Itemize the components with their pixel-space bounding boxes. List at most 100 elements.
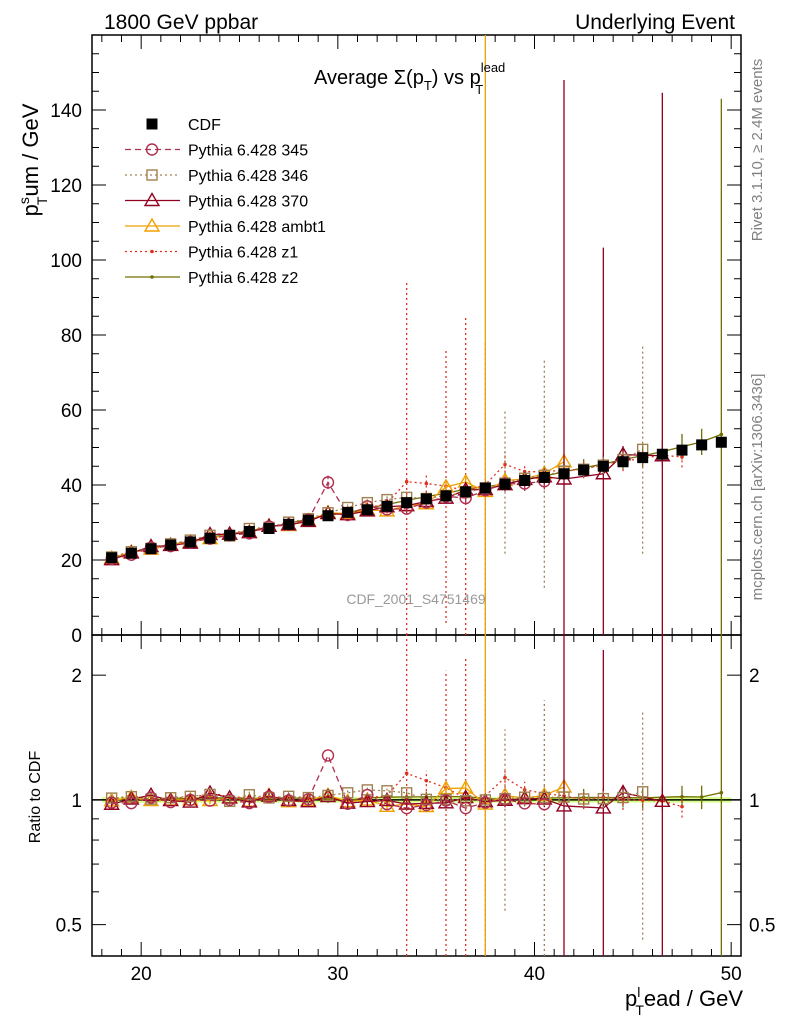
main-series-pythia-6-428-346 [105,344,649,588]
main-data-point [503,462,507,467]
x-axis-label-sub: T [635,1002,644,1018]
main-data-point [558,468,570,480]
ratio-data-point [558,791,570,803]
y-tick-label: 80 [61,326,82,347]
ratio-data-point [479,796,492,809]
main-data-point [424,481,429,486]
ratio-data-point [341,797,354,810]
ratio-data-point [380,797,394,811]
side-label-mcplots: mcplots.cern.ch [arXiv:1306.3436] [749,374,766,601]
main-series-cdf [106,436,727,564]
legend-marker [150,275,154,279]
main-data-point [719,432,724,437]
ratio-data-point [223,793,236,807]
legend-marker [146,118,158,130]
ratio-data-point [282,790,295,803]
main-data-point [204,532,216,544]
legend-marker [146,169,158,181]
legend-entry-pythia-6-428-ambt1: Pythia 6.428 ambt1 [125,217,326,236]
ratio-data-point [300,793,317,808]
x-axis-label-base: p [625,986,637,1011]
ratio-data-point [555,797,573,812]
x-tick-label: 40 [524,964,545,985]
ratio-data-point [400,787,413,799]
ratio-data-point [125,796,138,810]
ratio-data-point [577,793,590,805]
ratio-data-point [184,793,197,807]
main-data-point [676,444,688,456]
ratio-data-point [503,775,507,780]
ratio-y-tick-label: 0.5 [56,916,82,937]
ratio-data-point [437,794,455,809]
ratio-data-point [322,789,334,802]
main-data-point [321,476,335,489]
ratio-data-point [597,792,610,805]
ratio-data-point [699,795,704,799]
ratio-data-point [424,778,429,783]
ratio-data-point [241,793,258,808]
plot-title-main: Average Σ(p [314,67,424,89]
ratio-data-point [125,790,138,803]
main-data-point [420,493,432,505]
main-data-point [460,486,472,498]
legend-label: Pythia 6.428 z2 [188,270,298,287]
ratio-data-point [144,791,158,804]
ratio-data-point [282,794,295,807]
ratio-series-line [111,753,545,809]
main-data-point [499,478,511,490]
y-axis-label-base: p [18,204,43,216]
x-axis-label: pl Tead / GeV [625,984,743,1018]
legend-entry-pythia-6-428-370: Pythia 6.428 370 [125,192,308,211]
main-data-point [401,497,413,509]
legend-label: Pythia 6.428 345 [188,143,308,160]
ratio-data-point [439,794,453,807]
main-data-point [283,518,295,530]
ratio-data-point [243,796,256,810]
ratio-data-point [404,771,409,776]
legend-entry-cdf: CDF [146,117,221,134]
y-axis-label-sup: s [16,197,32,204]
legend-marker [150,249,154,254]
main-data-point [243,526,255,537]
ratio-data-point [204,788,216,801]
watermark: CDF_2001_S4751469 [346,591,486,607]
main-data-point [302,514,314,526]
ratio-data-point [538,791,551,804]
ratio-data-point [418,794,435,810]
ratio-data-point [418,798,435,813]
main-data-point [715,436,727,448]
main-data-point [224,529,236,541]
main-data-point [263,523,275,534]
ratio-data-point [498,793,512,806]
plot-title: Average Σ(pT) vs plead T [314,60,505,97]
main-data-point [125,547,137,559]
ratio-y-axis-label: Ratio to CDF [27,751,44,844]
main-data-point [637,452,649,464]
main-data-point [479,482,491,494]
ratio-data-point [518,797,531,810]
legend-marker [145,143,159,156]
main-data-point [342,506,354,518]
plot-title-sub2: T [475,82,483,97]
main-data-point [404,479,409,484]
ratio-data-point [640,798,645,803]
x-tick-label: 20 [131,964,152,985]
ratio-data-point [595,799,612,814]
y-axis-label-sub: T [34,196,50,205]
ratio-data-point [420,798,433,812]
ratio-data-point [162,792,179,807]
legend-entry-pythia-6-428-z2: Pythia 6.428 z2 [125,270,298,287]
ratio-data-point [359,793,376,808]
main-data-point [361,504,373,516]
ratio-series-pythia-6-428-345 [105,749,551,815]
legend-label: Pythia 6.428 370 [188,194,308,211]
main-data-point [440,490,452,502]
main-series-line [111,461,565,559]
ratio-data-point [203,794,217,807]
legend-label: Pythia 6.428 z1 [188,245,298,262]
main-data-point [538,472,550,483]
side-label-rivet: Rivet 3.1.10, ≥ 2.4M events [749,59,766,242]
y-axis-label-rest: um / GeV [18,103,43,196]
ratio-data-point [459,801,472,815]
